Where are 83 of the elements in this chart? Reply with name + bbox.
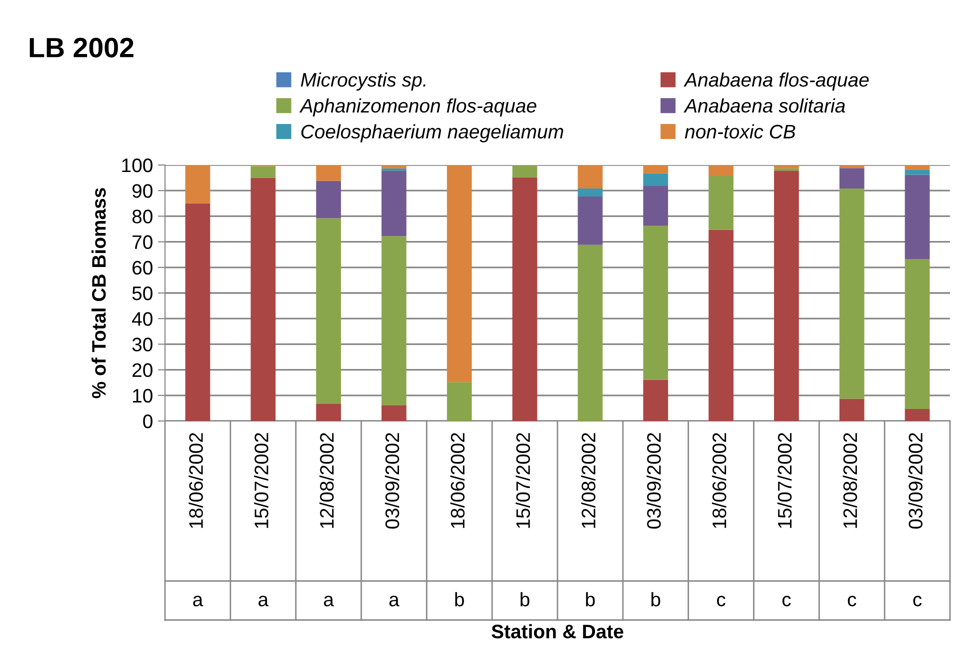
- text: a: [258, 596, 269, 606]
- y-tick-label: 60: [132, 260, 152, 275]
- bar: [643, 186, 668, 226]
- x-tick-label: 12/08/2002: [581, 433, 596, 528]
- bar: [643, 165, 668, 174]
- legend-label: Aphanizomenon flos-aquae: [299, 98, 536, 116]
- y-tick-label: 80: [132, 210, 152, 224]
- bar: [578, 196, 603, 245]
- bar: [382, 405, 406, 421]
- legend-label: Anabaena flos-aquae: [684, 72, 869, 91]
- bar: [643, 226, 668, 380]
- text: c: [717, 596, 726, 606]
- bar: [839, 188, 864, 399]
- bar: [316, 404, 341, 421]
- y-tick-label: 70: [132, 235, 152, 250]
- bar: [250, 178, 276, 421]
- x-tick-label: 15/07/2002: [777, 433, 792, 528]
- bar: [904, 170, 930, 175]
- x-tick-label: 18/06/2002: [712, 433, 726, 528]
- bar: [904, 259, 930, 409]
- y-tick-label: 0: [143, 414, 152, 428]
- bar: [578, 244, 603, 421]
- text: c: [913, 596, 922, 606]
- bar: [839, 165, 864, 168]
- y-tick-label: 30: [132, 338, 152, 352]
- bar: [512, 166, 538, 178]
- bar: [904, 174, 930, 260]
- bar: [708, 176, 734, 230]
- bar: [512, 177, 538, 421]
- bar: [250, 166, 276, 178]
- bar: [185, 203, 210, 421]
- text: b: [586, 592, 595, 606]
- y-tick-label: 90: [132, 184, 152, 198]
- bar: [316, 165, 341, 181]
- y-tick-label: 100: [122, 158, 152, 172]
- x-tick-label: 18/06/2002: [450, 433, 465, 528]
- text: b: [520, 592, 530, 606]
- y-tick-label: 40: [132, 312, 152, 326]
- bar: [446, 165, 472, 382]
- x-tick-label: 15/07/2002: [254, 433, 268, 528]
- x-tick-label: 12/08/2002: [319, 433, 334, 528]
- bar: [774, 170, 799, 421]
- x-tick-label: 15/07/2002: [516, 433, 530, 528]
- bar: [316, 180, 341, 218]
- legend-label: Anabaena solitaria: [684, 98, 845, 113]
- bar: [578, 165, 603, 189]
- text: c: [782, 596, 791, 606]
- bar: [382, 165, 406, 168]
- legend-label: non-toxic CB: [684, 124, 796, 139]
- text: b: [651, 592, 660, 606]
- text: c: [848, 596, 856, 606]
- y-tick-label: 20: [132, 363, 152, 378]
- x-tick-label: 03/09/2002: [384, 433, 400, 529]
- bar: [382, 170, 406, 236]
- bar: [904, 165, 930, 170]
- bar: [839, 168, 864, 189]
- legend-label: Microcystis sp.: [300, 72, 426, 91]
- bar: [708, 230, 734, 421]
- legend-label: Coelosphaerium naegeliamum: [301, 124, 564, 142]
- bar: [316, 218, 341, 404]
- bar: [185, 165, 210, 204]
- y-tick-label: 50: [132, 286, 152, 300]
- text: a: [389, 596, 400, 606]
- x-tick-label: 12/08/2002: [842, 433, 858, 528]
- bar: [904, 408, 930, 421]
- bar: [774, 165, 799, 168]
- text: a: [324, 596, 334, 606]
- x-tick-label: 03/09/2002: [908, 433, 923, 529]
- y-tick-label: 10: [133, 388, 152, 403]
- x-axis-title: Station & Date: [492, 624, 624, 638]
- x-tick-label: 18/06/2002: [188, 433, 203, 528]
- y-axis-title: % of Total CB Biomass: [92, 188, 106, 398]
- bar: [708, 165, 734, 176]
- bar: [382, 236, 406, 406]
- bar: [446, 382, 472, 421]
- bar: [578, 188, 603, 196]
- text: b: [455, 592, 464, 606]
- x-tick-label: 03/09/2002: [646, 433, 661, 529]
- bar: [839, 398, 864, 421]
- text: a: [193, 596, 204, 606]
- bar: [643, 173, 668, 186]
- bar: [643, 380, 668, 421]
- chart-title: LB 2002: [30, 38, 134, 58]
